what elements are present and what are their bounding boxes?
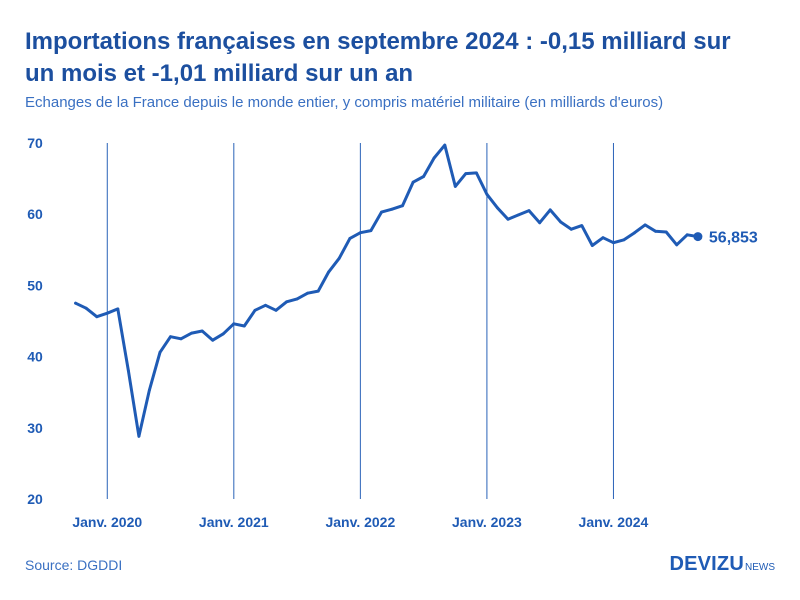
x-tick-label: Janv. 2022 [325, 514, 395, 530]
y-tick-label: 40 [27, 349, 43, 365]
data-point [116, 307, 120, 311]
data-point [527, 209, 531, 213]
data-point [179, 337, 183, 341]
x-tick-label: Janv. 2023 [452, 514, 522, 530]
data-point [306, 291, 309, 295]
data-point [359, 231, 362, 235]
data-point [506, 217, 510, 221]
data-point [264, 303, 267, 307]
data-point [633, 231, 636, 235]
y-tick-label: 70 [27, 135, 43, 151]
data-point [590, 244, 594, 247]
data-point [390, 207, 394, 211]
data-point [464, 172, 468, 176]
y-axis-tick-labels: 20 30 40 50 60 70 [27, 135, 43, 507]
data-point [337, 256, 341, 260]
data-point [316, 289, 320, 293]
data-point [401, 204, 404, 208]
data-point [369, 229, 373, 233]
data-point [105, 311, 109, 315]
data-point [211, 338, 215, 342]
data-point [169, 335, 172, 339]
data-point [548, 208, 552, 212]
data-point [432, 156, 436, 160]
data-point [380, 210, 383, 214]
y-tick-label: 30 [27, 420, 43, 436]
x-tick-label: Janv. 2020 [72, 514, 142, 530]
data-point [232, 322, 236, 326]
data-point [327, 270, 331, 274]
data-point [664, 230, 668, 234]
last-value-marker [693, 232, 703, 242]
y-tick-label: 50 [27, 277, 43, 293]
data-point [148, 388, 151, 392]
data-point [517, 213, 520, 217]
series-line-imports [74, 143, 700, 438]
brand-name: DEVIZU [669, 553, 744, 575]
data-point [242, 324, 246, 328]
data-points [74, 143, 700, 438]
data-point [190, 331, 194, 335]
data-point [612, 241, 615, 245]
data-point [485, 192, 489, 196]
x-gridlines [106, 143, 614, 499]
data-point [411, 180, 415, 184]
data-point [158, 350, 162, 354]
data-point [422, 175, 425, 178]
data-point [622, 238, 626, 242]
data-point [295, 297, 299, 301]
data-point [654, 229, 657, 233]
data-point [475, 171, 478, 175]
data-point [601, 236, 605, 240]
data-point [253, 308, 257, 312]
chart-subtitle: Echanges de la France depuis le monde en… [25, 94, 664, 111]
data-point [685, 233, 689, 237]
data-point [221, 332, 225, 336]
data-point [453, 185, 457, 188]
data-point [95, 315, 99, 319]
brand-suffix: NEWS [745, 562, 775, 573]
y-tick-label: 20 [27, 491, 43, 507]
data-point [559, 220, 563, 224]
data-point [285, 300, 288, 304]
data-point [137, 434, 141, 438]
x-tick-label: Janv. 2024 [579, 514, 649, 530]
data-point [348, 237, 352, 240]
data-point [675, 243, 679, 247]
data-point [84, 306, 88, 310]
x-axis-tick-labels: Janv. 2020 Janv. 2021 Janv. 2022 Janv. 2023… [72, 514, 648, 530]
data-point [443, 143, 447, 147]
data-point [538, 221, 542, 225]
data-point [569, 227, 573, 231]
brand-logo: DEVIZUNEWS [669, 553, 775, 576]
data-point [580, 224, 584, 228]
data-point [126, 369, 130, 373]
source-note: Source: DGDDI [25, 557, 123, 573]
data-point [200, 329, 204, 333]
last-value-label: 56,853 [709, 230, 758, 247]
x-tick-label: Janv. 2021 [199, 514, 269, 530]
data-point [274, 308, 278, 312]
y-tick-label: 60 [27, 206, 43, 222]
data-point [643, 223, 647, 227]
data-point [74, 301, 77, 305]
chart-title: Importations françaises en septembre 202… [25, 28, 731, 87]
data-point [496, 206, 499, 210]
